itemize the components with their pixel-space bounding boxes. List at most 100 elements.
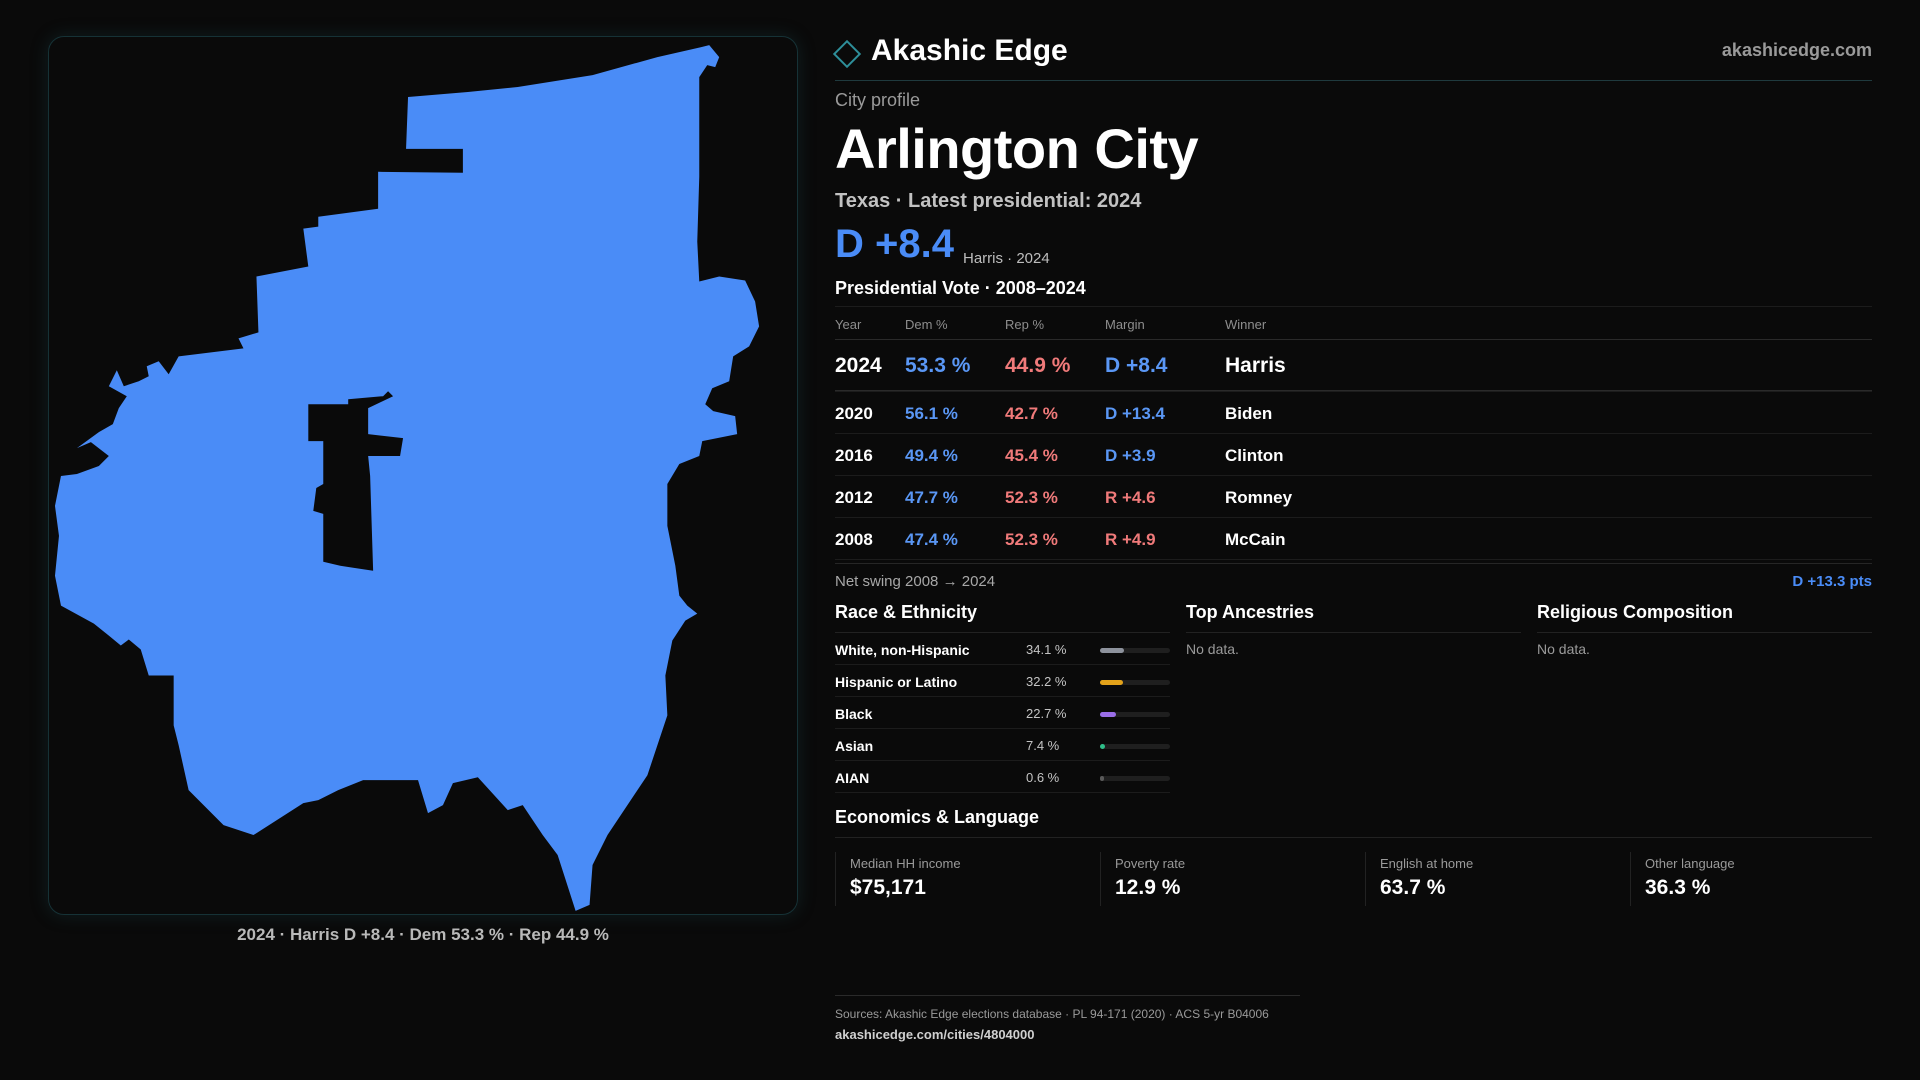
cell-year: 2012 [835, 488, 873, 507]
race-bar-track [1100, 648, 1170, 653]
race-bar-track [1100, 776, 1170, 781]
race-name: White, non-Hispanic [835, 642, 970, 658]
net-swing-value: D +13.3 pts [1792, 573, 1872, 590]
net-swing-row: Net swing 2008 → 2024 D +13.3 pts [835, 563, 1872, 594]
cell-margin: R +4.9 [1105, 530, 1156, 549]
race-bar-fill [1100, 712, 1116, 717]
table-row[interactable]: 2016 49.4 % 45.4 % D +3.9 Clinton [835, 433, 1872, 475]
cell-dem: 56.1 % [905, 404, 958, 423]
diamond-icon [832, 39, 862, 69]
race-row: Black 22.7 % [835, 697, 1170, 729]
table-row[interactable]: 2024 53.3 % 44.9 % D +8.4 Harris [835, 339, 1872, 391]
ancestries-section: Top Ancestries No data. [1186, 602, 1521, 657]
col-header-winner: Winner [1225, 317, 1267, 332]
cell-dem: 47.4 % [905, 530, 958, 549]
cell-year: 2020 [835, 404, 873, 423]
table-row[interactable]: 2020 56.1 % 42.7 % D +13.4 Biden [835, 391, 1872, 433]
cell-margin: D +3.9 [1105, 446, 1156, 465]
race-percent: 22.7 % [1026, 706, 1067, 721]
econ-label: Poverty rate [1115, 856, 1186, 871]
econ-card-other-language: Other language 36.3 % [1630, 852, 1873, 906]
table-header-row: Year Dem % Rep % Margin Winner [835, 306, 1872, 339]
brand-header: Akashic Edge akashicedge.com [832, 30, 1872, 81]
race-name: Asian [835, 738, 874, 754]
profile-column: Akashic Edge akashicedge.com City profil… [832, 0, 1873, 1080]
race-row: Asian 7.4 % [835, 729, 1170, 761]
economics-section-title: Economics & Language [835, 807, 1040, 827]
cell-year: 2008 [835, 530, 873, 549]
cell-year: 2016 [835, 446, 873, 465]
economics-divider [835, 837, 1872, 838]
econ-card-income: Median HH income $75,171 [835, 852, 1086, 906]
brand-url-link[interactable]: akashicedge.com [1721, 40, 1872, 60]
race-ethnicity-section: Race & Ethnicity White, non-Hispanic 34.… [835, 602, 1170, 793]
econ-value: $75,171 [850, 876, 926, 899]
vote-table: Year Dem % Rep % Margin Winner 2024 53.3… [835, 306, 1872, 560]
race-bar-fill [1100, 776, 1104, 781]
table-row[interactable]: 2012 47.7 % 52.3 % R +4.6 Romney [835, 475, 1872, 517]
econ-label: English at home [1380, 856, 1474, 871]
cell-winner: Harris [1225, 354, 1286, 377]
econ-card-poverty: Poverty rate 12.9 % [1100, 852, 1351, 906]
table-row[interactable]: 2008 47.4 % 52.3 % R +4.9 McCain [835, 517, 1872, 560]
sources-text: Sources: Akashic Edge elections database… [835, 1007, 1269, 1021]
religion-section: Religious Composition No data. [1537, 602, 1872, 657]
race-bar-fill [1100, 744, 1105, 749]
race-percent: 32.2 % [1026, 674, 1067, 689]
cell-margin: D +13.4 [1105, 404, 1166, 423]
race-bar-track [1100, 744, 1170, 749]
page-subtitle: Texas · Latest presidential: 2024 [835, 190, 1142, 212]
race-section-title: Race & Ethnicity [835, 602, 1170, 633]
race-name: AIAN [835, 770, 870, 786]
city-map-panel [48, 36, 798, 915]
city-boundary-shape[interactable] [54, 45, 760, 911]
page-title: Arlington City [835, 117, 1199, 180]
econ-label: Median HH income [850, 856, 961, 871]
cell-rep: 42.7 % [1005, 404, 1058, 423]
page-url-link[interactable]: akashicedge.com/cities/4804000 [835, 1027, 1035, 1042]
vote-section-title: Presidential Vote · 2008–2024 [835, 278, 1086, 298]
race-bar-fill [1100, 648, 1124, 653]
cell-dem: 49.4 % [905, 446, 958, 465]
page-kicker: City profile [835, 90, 921, 110]
race-list: White, non-Hispanic 34.1 % Hispanic or L… [835, 633, 1170, 793]
cell-winner: Biden [1225, 404, 1273, 423]
race-bar-track [1100, 712, 1170, 717]
cell-dem: 53.3 % [905, 354, 971, 377]
econ-value: 63.7 % [1380, 876, 1446, 899]
race-row: AIAN 0.6 % [835, 761, 1170, 793]
econ-value: 36.3 % [1645, 876, 1711, 899]
race-bar-fill [1100, 680, 1123, 685]
cell-rep: 44.9 % [1005, 354, 1071, 377]
race-percent: 0.6 % [1026, 770, 1060, 785]
net-swing-label: Net swing 2008 → 2024 [835, 573, 996, 590]
city-boundary-map [54, 45, 760, 911]
race-name: Black [835, 706, 873, 722]
brand-name[interactable]: Akashic Edge [871, 34, 1068, 67]
cell-year: 2024 [835, 354, 882, 377]
cell-rep: 45.4 % [1005, 446, 1058, 465]
ancestries-empty-text: No data. [1186, 641, 1239, 657]
headline-margin: D +8.4 [835, 222, 954, 266]
race-bar-track [1100, 680, 1170, 685]
cell-dem: 47.7 % [905, 488, 958, 507]
headline-winner-year: Harris · 2024 [963, 250, 1050, 267]
cell-margin: R +4.6 [1105, 488, 1156, 507]
religion-section-title: Religious Composition [1537, 602, 1872, 633]
race-name: Hispanic or Latino [835, 674, 958, 690]
col-header-dem: Dem % [905, 317, 948, 332]
cell-margin: D +8.4 [1105, 354, 1168, 377]
race-percent: 34.1 % [1026, 642, 1067, 657]
religion-empty-text: No data. [1537, 641, 1590, 657]
map-caption: 2024 · Harris D +8.4 · Dem 53.3 % · Rep … [237, 925, 609, 944]
race-percent: 7.4 % [1026, 738, 1060, 753]
ancestries-section-title: Top Ancestries [1186, 602, 1521, 633]
cell-rep: 52.3 % [1005, 530, 1058, 549]
col-header-margin: Margin [1105, 317, 1145, 332]
cell-rep: 52.3 % [1005, 488, 1058, 507]
col-header-rep: Rep % [1005, 317, 1045, 332]
cell-winner: McCain [1225, 530, 1286, 549]
cell-winner: Clinton [1225, 446, 1284, 465]
econ-value: 12.9 % [1115, 876, 1181, 899]
cell-winner: Romney [1225, 488, 1293, 507]
